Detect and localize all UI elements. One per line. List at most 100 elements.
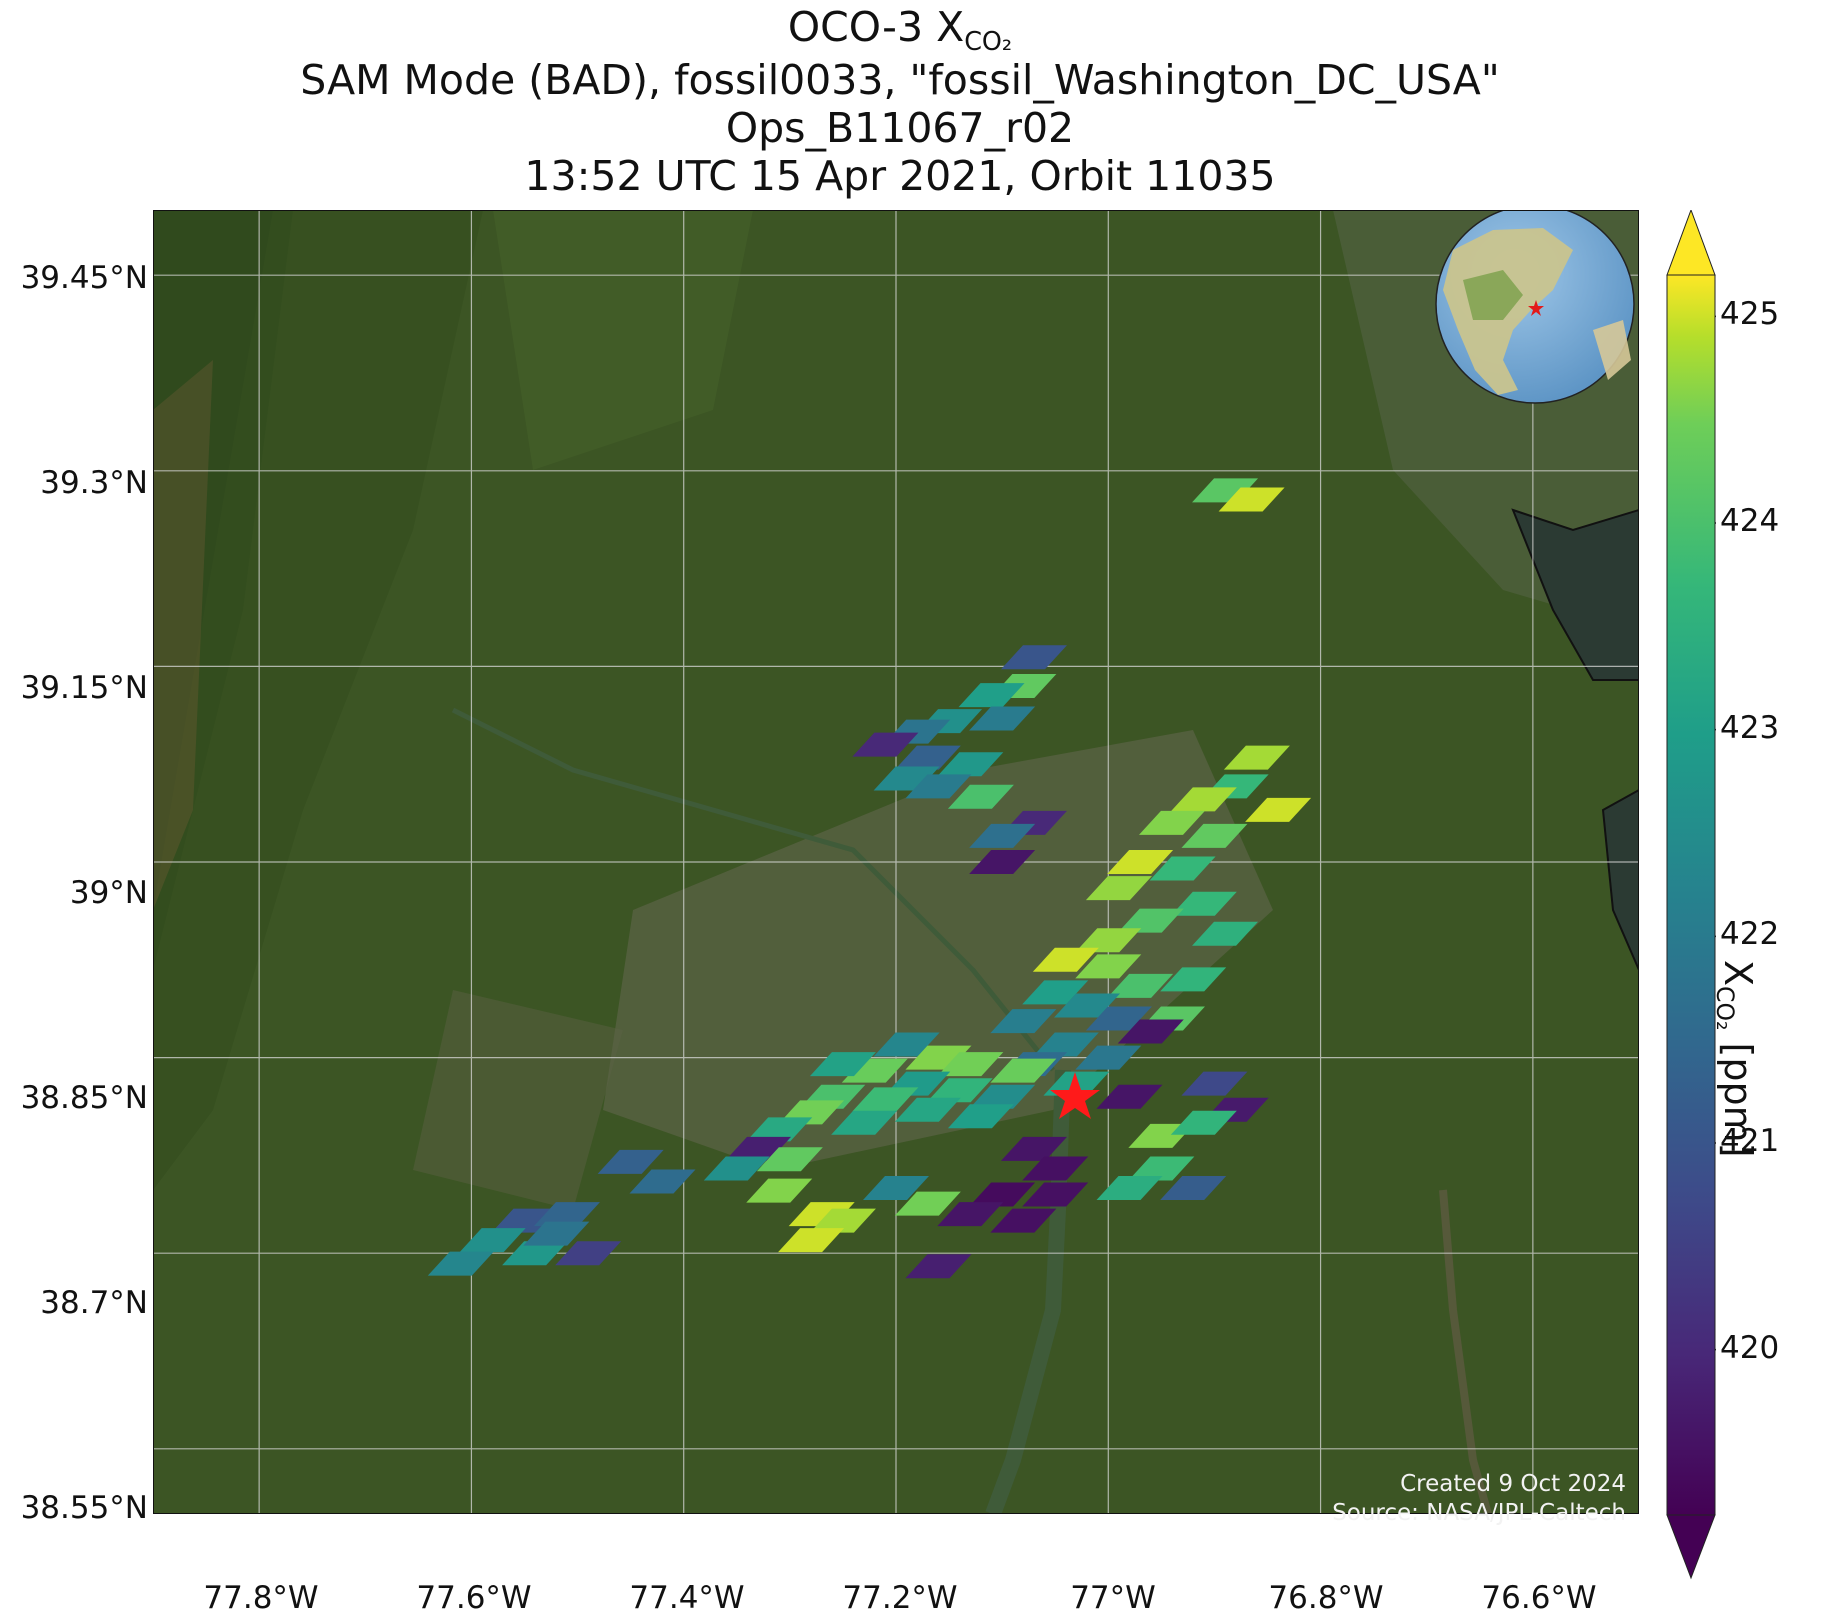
xco2-sounding bbox=[969, 850, 1036, 874]
xco2-sounding bbox=[1075, 928, 1142, 953]
xco2-sounding bbox=[1107, 850, 1174, 874]
xco2-sounding bbox=[990, 1009, 1057, 1034]
colorbar-tick-label: 421 bbox=[1720, 1123, 1780, 1159]
xco2-sounding bbox=[427, 1251, 494, 1276]
xco2-sounding bbox=[1085, 876, 1152, 901]
xco2-sounding bbox=[523, 1221, 590, 1246]
xco2-sounding bbox=[1160, 967, 1227, 992]
source-credit: Source: NASA/JPL-Caltech bbox=[1332, 1500, 1626, 1526]
lat-tick-label: 38.7°N bbox=[40, 1285, 148, 1321]
target-star-icon bbox=[1050, 1072, 1100, 1119]
xco2-sounding bbox=[1000, 645, 1067, 670]
xco2-sounding bbox=[905, 1254, 972, 1279]
xco2-sounding bbox=[969, 823, 1036, 848]
xco2-sounding bbox=[1075, 1045, 1142, 1070]
xco2-sounding bbox=[1218, 487, 1285, 512]
xco2-sounding bbox=[1160, 1176, 1227, 1200]
lat-tick-label: 39.45°N bbox=[20, 260, 148, 296]
lon-tick-label: 77.6°W bbox=[416, 1580, 532, 1616]
lon-tick-label: 77.4°W bbox=[629, 1580, 745, 1616]
xco2-sounding bbox=[1170, 891, 1237, 916]
colorbar-tick-label: 420 bbox=[1720, 1329, 1780, 1366]
xco2-sounding bbox=[969, 1182, 1036, 1207]
xco2-sounding bbox=[1128, 1156, 1195, 1181]
xco2-sounding bbox=[969, 1084, 1036, 1109]
xco2-sounding bbox=[1022, 1182, 1089, 1207]
lon-tick-label: 77.8°W bbox=[203, 1580, 319, 1616]
xco2-sounding bbox=[1192, 921, 1259, 946]
xco2-sounding bbox=[778, 1228, 845, 1253]
xco2-sounding bbox=[947, 1104, 1014, 1129]
xco2-sounding bbox=[1032, 1032, 1099, 1057]
xco2-sounding bbox=[1032, 947, 1099, 972]
lat-tick-label: 38.55°N bbox=[20, 1490, 148, 1526]
xco2-sounding bbox=[926, 1078, 993, 1103]
xco2-sounding bbox=[905, 774, 972, 799]
xco2-sounding bbox=[958, 683, 1025, 708]
xco2-sounding bbox=[937, 1052, 1004, 1077]
xco2-sounding bbox=[1096, 1176, 1163, 1200]
xco2-sounding bbox=[1170, 1110, 1237, 1135]
lat-tick-label: 38.85°N bbox=[20, 1080, 148, 1116]
colorbar-gradient bbox=[1666, 274, 1716, 1516]
xco2-sounding bbox=[1117, 908, 1184, 933]
xco2-sounding bbox=[746, 1178, 813, 1203]
colorbar-tick-label: 422 bbox=[1720, 916, 1780, 953]
xco2-sounding bbox=[873, 1032, 940, 1057]
xco2-sounding bbox=[894, 745, 961, 770]
xco2-sounding bbox=[533, 1202, 600, 1227]
globe-target-icon bbox=[1528, 300, 1544, 316]
gridlines bbox=[153, 210, 1639, 1514]
xco2-sounding bbox=[1022, 980, 1089, 1005]
xco2-sounding bbox=[809, 1052, 876, 1077]
xco2-sounding bbox=[1117, 1019, 1184, 1044]
title-line-2: SAM Mode (BAD), fossil0033, "fossil_Wash… bbox=[300, 56, 1500, 104]
xco2-sounding bbox=[990, 1208, 1057, 1233]
xco2-sounding bbox=[937, 1202, 1004, 1227]
xco2-sounding bbox=[894, 1191, 961, 1216]
xco2-sounding bbox=[788, 1202, 855, 1227]
xco2-sounding bbox=[1022, 1156, 1089, 1181]
xco2-sounding bbox=[459, 1228, 526, 1253]
lon-tick-label: 76.8°W bbox=[1268, 1580, 1384, 1616]
xco2-sounding bbox=[1107, 973, 1174, 998]
xco2-sounding bbox=[1096, 1084, 1163, 1109]
xco2-sounding bbox=[894, 1097, 961, 1122]
xco2-sounding bbox=[1245, 797, 1312, 822]
xco2-sounding bbox=[629, 1169, 696, 1194]
xco2-sounding bbox=[1181, 823, 1248, 848]
colorbar-max-extension bbox=[1666, 210, 1716, 276]
xco2-sounding bbox=[756, 1147, 823, 1172]
xco2-sounding bbox=[969, 706, 1036, 731]
xco2-sounding bbox=[809, 1208, 876, 1233]
xco2-sounding bbox=[703, 1156, 770, 1181]
xco2-sounding bbox=[597, 1149, 664, 1174]
colorbar-tick-label: 423 bbox=[1720, 709, 1780, 746]
xco2-sounding bbox=[831, 1110, 898, 1135]
title-line-4: 13:52 UTC 15 Apr 2021, Orbit 11035 bbox=[524, 152, 1276, 200]
colorbar-tick-label: 424 bbox=[1720, 503, 1780, 539]
xco2-sounding bbox=[1000, 1136, 1067, 1161]
xco2-sounding bbox=[1181, 1071, 1248, 1096]
xco2-sounding bbox=[937, 752, 1004, 777]
lat-tick-label: 39.15°N bbox=[20, 670, 148, 706]
map-frame bbox=[153, 210, 1639, 1514]
xco2-sounding bbox=[852, 1087, 919, 1112]
lat-tick-label: 39.3°N bbox=[40, 465, 148, 501]
xco2-sounding bbox=[947, 784, 1014, 809]
colorbar-min-extension bbox=[1666, 1514, 1716, 1580]
lat-tick-label: 39°N bbox=[69, 875, 148, 911]
title-line-3: Ops_B11067_r02 bbox=[725, 104, 1075, 152]
map-panel bbox=[153, 210, 1639, 1514]
title-line-1: OCO-3 XCO₂ bbox=[787, 3, 1013, 56]
colorbar-tick-label: 425 bbox=[1720, 296, 1780, 333]
xco2-sounding bbox=[990, 1058, 1057, 1083]
xco2-sounding bbox=[1075, 954, 1142, 979]
colorbar bbox=[1666, 210, 1716, 1580]
water-bodies bbox=[451, 508, 1639, 1514]
xco2-sounding bbox=[1223, 745, 1290, 770]
xco2-sounding bbox=[1170, 787, 1237, 812]
xco2-sounding bbox=[1149, 856, 1216, 881]
xco2-sounding bbox=[746, 1117, 813, 1142]
xco2-sounding bbox=[1138, 810, 1205, 835]
